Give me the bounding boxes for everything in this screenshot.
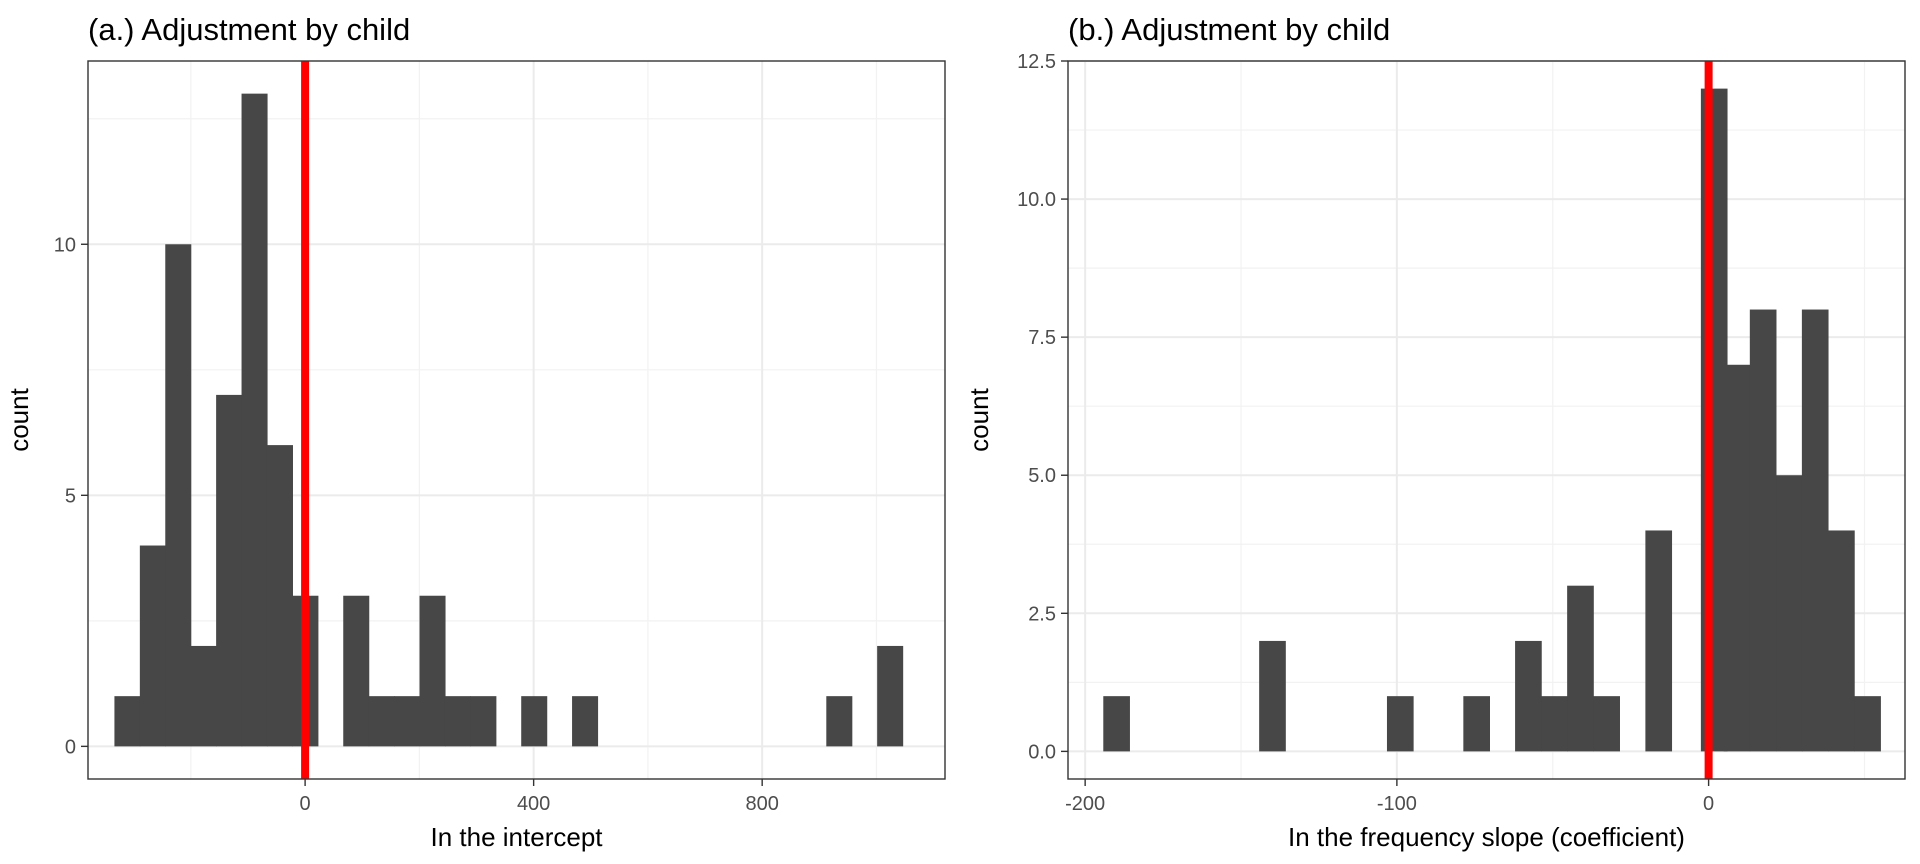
panel-a-bar-28 — [826, 696, 853, 747]
panel-b-bar-6 — [1567, 585, 1594, 752]
panel-a-y-tick-label-2: 10 — [54, 234, 76, 256]
panel-b-x-tick-label-0: -200 — [1065, 793, 1105, 815]
panel-a-bar-6 — [266, 445, 293, 747]
panel-b-bar-2 — [1386, 696, 1414, 752]
panel-b-bar-3 — [1463, 696, 1490, 752]
panel-a-y-tick-label-1: 5 — [65, 485, 76, 507]
panel-b-bar-0 — [1103, 696, 1130, 752]
panel-b-y-tick-label-2: 5.0 — [1028, 465, 1056, 487]
panel-b-y-axis-label: count — [964, 387, 994, 451]
panel-b-x-tick-label-1: -100 — [1377, 793, 1417, 815]
panel-a-bars — [114, 93, 904, 747]
panel-a-bar-1 — [139, 545, 166, 747]
panel-a-bar-10 — [368, 696, 395, 747]
panel-b-bar-15 — [1828, 530, 1855, 752]
panel-a-y-axis: 0 5 10 — [54, 234, 88, 758]
panel-b-y-tick-label-1: 2.5 — [1028, 603, 1056, 625]
panel-a-bar-18 — [572, 696, 599, 747]
panel-a-bar-13 — [444, 696, 471, 747]
panel-b-bar-12 — [1749, 309, 1777, 752]
panel-b-x-axis: -200 -100 0 — [1065, 779, 1714, 815]
panel-a-y-tick-label-0: 0 — [65, 736, 76, 758]
panel-b-bar-13 — [1776, 475, 1803, 752]
panel-a-bar-11 — [394, 696, 421, 747]
panel-a-x-axis-label: In the intercept — [431, 822, 604, 852]
panel-a-x-tick-label-1: 400 — [517, 793, 550, 815]
panel-b-y-tick-label-5: 12.5 — [1017, 51, 1056, 73]
panel-a-bar-9 — [343, 595, 370, 747]
panel-a-bar-3 — [190, 645, 217, 747]
panel-a-bar-5 — [241, 93, 268, 747]
panel-b-y-tick-label-3: 7.5 — [1028, 327, 1056, 349]
panel-a-bar-16 — [521, 696, 548, 747]
panel-a-x-tick-label-0: 0 — [300, 793, 311, 815]
panel-b-bar-5 — [1541, 696, 1568, 752]
panel-b-bar-4 — [1515, 640, 1542, 752]
panel-b-x-tick-label-2: 0 — [1703, 793, 1714, 815]
panel-b-bar-16 — [1854, 696, 1881, 752]
panel-a-bar-14 — [470, 696, 497, 747]
panel-a-bar-30 — [877, 645, 904, 747]
panel-a-bar-12 — [419, 595, 446, 747]
panel-b-x-axis-label: In the frequency slope (coefficient) — [1288, 822, 1685, 852]
panel-b-bars — [1103, 88, 1881, 752]
panel-b-title: (b.) Adjustment by child — [1068, 12, 1390, 47]
panel-a-title: (a.) Adjustment by child — [88, 12, 410, 47]
panel-b-y-tick-label-0: 0.0 — [1028, 741, 1056, 763]
panel-a-border — [87, 60, 946, 780]
panel-b-y-axis: 0.0 2.5 5.0 7.5 10.0 12.5 — [1017, 51, 1068, 763]
panel-a-x-tick-label-2: 800 — [745, 793, 778, 815]
panel-a: (a.) Adjustment by child 0 400 800 0 5 10 In… — [4, 12, 946, 852]
panel-a-bar-4 — [216, 394, 243, 747]
panel-b: (b.) Adjustment by child -200 -100 0 0.0 2.… — [964, 12, 1906, 852]
panel-b-bar-14 — [1801, 309, 1829, 752]
panel-b-bar-11 — [1723, 364, 1751, 752]
panel-b-bar-1 — [1259, 640, 1286, 752]
panel-b-bar-7 — [1593, 696, 1620, 752]
panel-b-border — [1067, 60, 1906, 780]
panel-a-x-axis: 0 400 800 — [300, 779, 779, 815]
panel-b-y-tick-label-4: 10.0 — [1017, 189, 1056, 211]
panel-a-y-axis-label: count — [4, 387, 34, 451]
panel-a-bar-2 — [165, 244, 192, 747]
panel-b-bar-8 — [1645, 530, 1673, 752]
panel-a-bar-0 — [114, 696, 141, 747]
